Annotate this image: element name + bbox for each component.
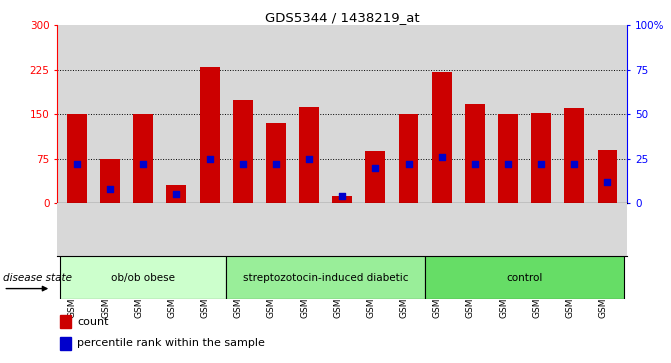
Bar: [200, 67, 219, 203]
Point: [238, 161, 248, 167]
Bar: [166, 185, 187, 203]
Bar: [564, 109, 584, 203]
Point: [72, 161, 83, 167]
Point: [337, 193, 348, 199]
Text: control: control: [507, 273, 543, 283]
Text: streptozotocin-induced diabetic: streptozotocin-induced diabetic: [243, 273, 409, 283]
Bar: [366, 151, 385, 203]
Point: [602, 179, 613, 185]
Point: [503, 161, 513, 167]
Bar: [60, 256, 226, 299]
Bar: [226, 256, 425, 299]
Title: GDS5344 / 1438219_at: GDS5344 / 1438219_at: [265, 11, 419, 24]
Bar: [598, 150, 617, 203]
Bar: [266, 123, 286, 203]
Bar: [425, 256, 624, 299]
Point: [138, 161, 148, 167]
Bar: [332, 196, 352, 203]
Bar: [299, 107, 319, 203]
Text: ob/ob obese: ob/ob obese: [111, 273, 175, 283]
Point: [105, 186, 115, 192]
Point: [470, 161, 480, 167]
Point: [370, 165, 380, 171]
Text: percentile rank within the sample: percentile rank within the sample: [77, 338, 265, 348]
Bar: [100, 159, 120, 203]
Point: [436, 154, 447, 160]
Point: [304, 156, 315, 162]
Bar: [531, 113, 551, 203]
Point: [270, 161, 281, 167]
Point: [536, 161, 547, 167]
Bar: [431, 72, 452, 203]
Bar: [465, 104, 484, 203]
Bar: [134, 114, 153, 203]
Text: disease state: disease state: [3, 273, 72, 283]
Bar: [498, 114, 518, 203]
Point: [403, 161, 414, 167]
Bar: [60, 315, 71, 329]
Bar: [60, 337, 71, 350]
Bar: [233, 99, 253, 203]
Bar: [67, 114, 87, 203]
Point: [171, 192, 182, 197]
Point: [569, 161, 580, 167]
Point: [204, 156, 215, 162]
Text: count: count: [77, 317, 109, 327]
Bar: [399, 114, 419, 203]
